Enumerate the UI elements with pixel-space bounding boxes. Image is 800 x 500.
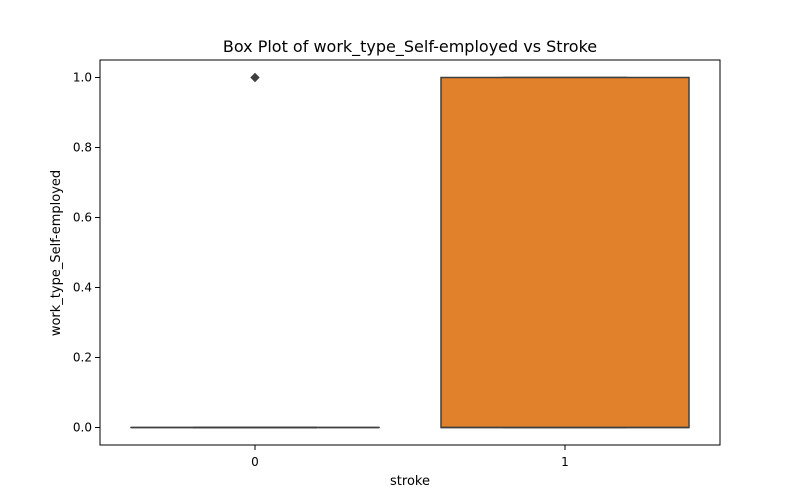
y-tick-label-2: 0.4 [73, 281, 92, 295]
y-axis-label: work_type_Self-employed [49, 170, 64, 336]
plot-area: 0.0 0.2 0.4 0.6 0.8 1.0 0 1 [73, 59, 721, 469]
x-tick-label-0: 0 [251, 455, 259, 469]
plot-frame [99, 59, 721, 446]
chart-title: Box Plot of work_type_Self-employed vs S… [223, 37, 597, 57]
y-tick-label-4: 0.8 [73, 141, 92, 155]
y-tick-label-0: 0.0 [73, 421, 92, 435]
y-tick-label-1: 0.2 [73, 351, 92, 365]
box-1 [440, 76, 690, 429]
outlier-point-0-0 [250, 72, 260, 83]
y-tick-label-5: 1.0 [73, 71, 92, 85]
x-tick-label-1: 1 [561, 455, 569, 469]
x-axis-label: stroke [390, 474, 430, 489]
y-tick-label-3: 0.6 [73, 211, 92, 225]
